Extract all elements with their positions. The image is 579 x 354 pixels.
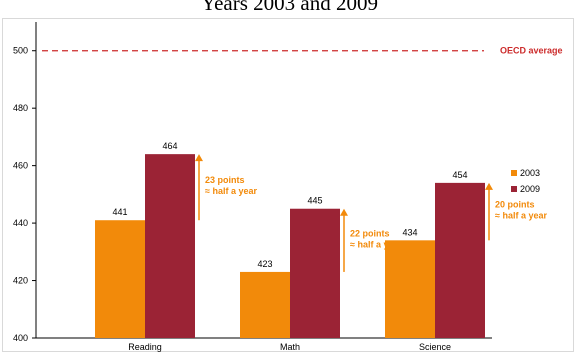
- x-tick-label: Math: [280, 342, 300, 352]
- bar-value-label: 454: [452, 170, 467, 180]
- y-tick-label: 500: [13, 46, 28, 56]
- bar-2009-science: [435, 182, 485, 338]
- chart-title: Years 2003 and 2009: [201, 0, 378, 15]
- y-tick-label: 460: [13, 161, 28, 171]
- bar-value-label: 445: [307, 196, 322, 206]
- y-tick-label: 420: [13, 276, 28, 286]
- difference-annotation-points: 22 points: [350, 228, 390, 238]
- difference-arrow-head: [340, 208, 348, 216]
- difference-arrow-head: [485, 182, 493, 190]
- bar-2009-math: [290, 208, 340, 338]
- bar-value-label: 464: [162, 141, 177, 151]
- chart-frame: [2, 18, 574, 352]
- y-tick-label: 440: [13, 218, 28, 228]
- x-tick-label: Reading: [128, 342, 162, 352]
- y-tick-label: 400: [13, 333, 28, 343]
- difference-annotation-note: ≈ half a year: [205, 186, 257, 196]
- bar-2003-science: [385, 240, 435, 338]
- legend-swatch-2003: [511, 170, 517, 176]
- reference-line-label: OECD average: [500, 46, 563, 56]
- difference-arrow-head: [195, 154, 203, 162]
- difference-annotation-points: 23 points: [205, 175, 245, 185]
- legend-label-2009: 2009: [520, 184, 540, 194]
- bar-value-label: 423: [257, 259, 272, 269]
- difference-annotation-note: ≈ half a year: [495, 211, 547, 221]
- legend-label-2003: 2003: [520, 168, 540, 178]
- bar-2003-reading: [95, 220, 145, 338]
- difference-annotation-points: 20 points: [495, 200, 535, 210]
- bar-2009-reading: [145, 154, 195, 338]
- y-tick-label: 480: [13, 103, 28, 113]
- legend-swatch-2009: [511, 186, 517, 192]
- bar-value-label: 434: [402, 227, 417, 237]
- bar-2003-math: [240, 271, 290, 338]
- x-tick-label: Science: [419, 342, 451, 352]
- difference-annotation-note: ≈ half a year: [350, 239, 402, 249]
- bar-value-label: 441: [112, 207, 127, 217]
